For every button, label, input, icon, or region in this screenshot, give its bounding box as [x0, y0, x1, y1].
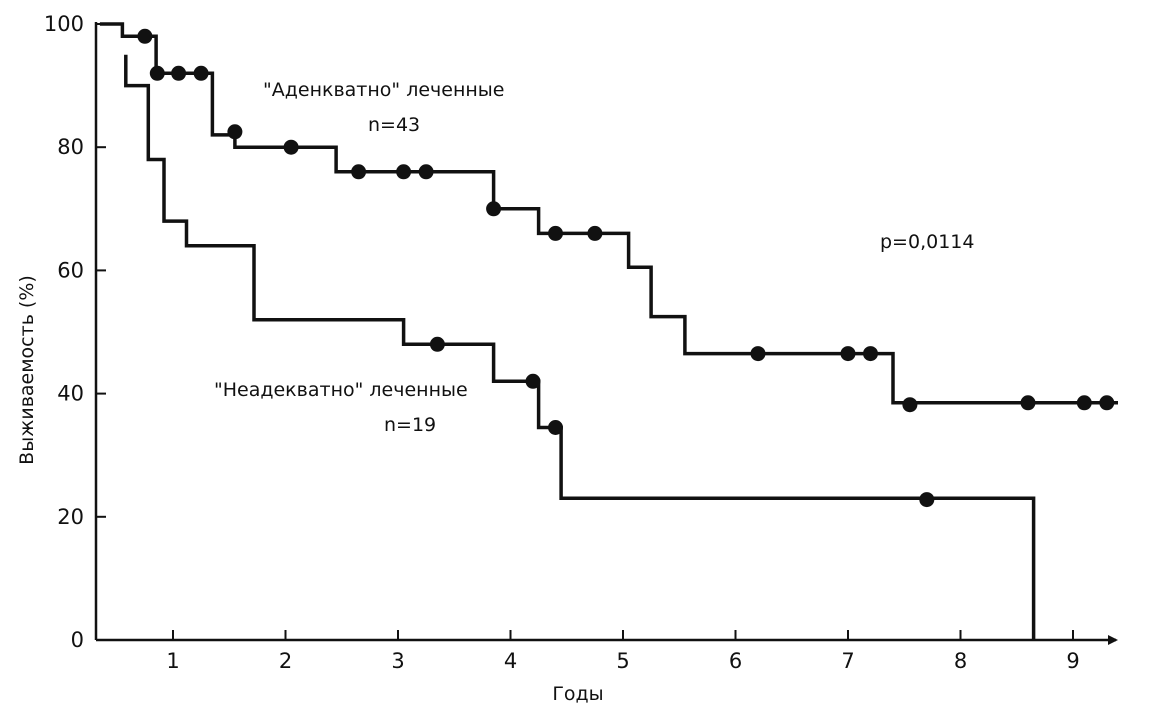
x-tick-label: 4: [504, 649, 517, 673]
annotation-p-value: p=0,0114: [880, 231, 974, 253]
x-tick-label: 6: [729, 649, 742, 673]
censor-point: [137, 28, 153, 44]
censor-point: [396, 164, 412, 180]
annotation-adequate-title: "Аденкватно" леченные: [263, 79, 504, 101]
y-tick-label: 40: [57, 382, 84, 406]
x-axis-title: Годы: [552, 683, 603, 705]
annotation-inadequate-n: n=19: [384, 414, 436, 436]
censor-point: [1076, 395, 1092, 411]
censor-point: [750, 346, 766, 362]
y-tick-label: 100: [44, 12, 84, 36]
x-tick-label: 5: [616, 649, 629, 673]
y-tick-label: 60: [57, 258, 84, 282]
censor-point: [1020, 395, 1036, 411]
x-tick-label: 7: [841, 649, 854, 673]
censor-point: [149, 65, 165, 81]
censor-point: [283, 139, 299, 155]
censor-point: [429, 336, 445, 352]
x-tick-label: 2: [279, 649, 292, 673]
censor-point: [525, 373, 541, 389]
survival-curve-adequate: [99, 22, 1118, 405]
y-tick-label: 0: [71, 628, 84, 652]
censor-point: [587, 225, 603, 241]
censor-point: [351, 164, 367, 180]
censor-point: [171, 65, 187, 81]
censor-point: [919, 492, 935, 508]
censor-point: [548, 420, 563, 435]
censor-point: [418, 164, 434, 180]
axes: [94, 22, 1118, 645]
x-tick-label: 1: [166, 649, 179, 673]
x-tick-label: 3: [391, 649, 404, 673]
censor-point: [548, 225, 563, 241]
ticks: 1 2 3 4 5 6 7 8 9 0 20 40 60 80 100: [44, 12, 1080, 673]
censor-point: [863, 346, 878, 362]
censor-point: [193, 65, 209, 81]
y-axis-title: Выживаемость (%): [16, 275, 38, 465]
annotation-inadequate-title: "Неадекватно" леченные: [214, 379, 468, 401]
x-tick-label: 9: [1066, 649, 1079, 673]
censor-point: [902, 397, 918, 413]
censor-point: [840, 346, 856, 362]
series-group: [99, 22, 1118, 640]
annotation-adequate-n: n=43: [368, 114, 420, 136]
y-tick-label: 20: [57, 505, 84, 529]
censor-point: [227, 124, 243, 140]
x-axis-arrow: [1108, 635, 1118, 645]
x-tick-label: 8: [954, 649, 967, 673]
censor-point: [486, 201, 502, 217]
survival-curve-inadequate: [124, 54, 1036, 640]
y-tick-label: 80: [57, 135, 84, 159]
censor-point: [1099, 395, 1115, 411]
